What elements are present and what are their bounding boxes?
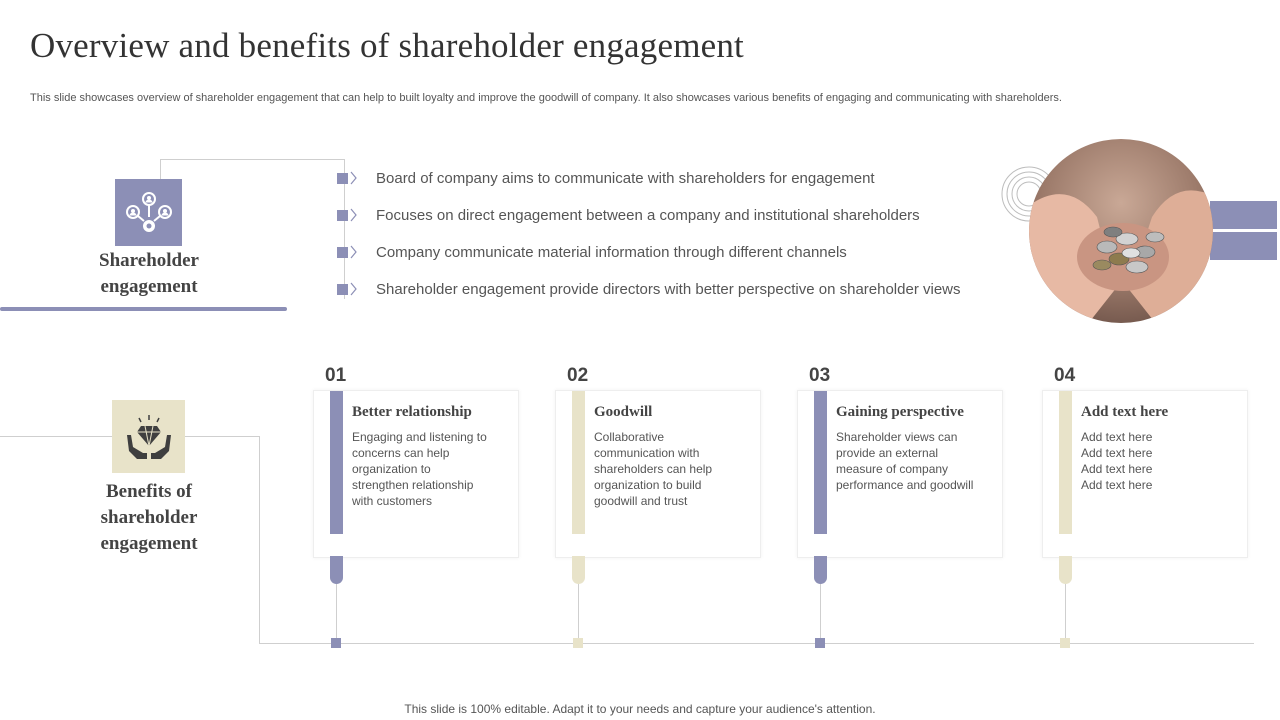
benefits-label: Benefits of shareholder engagement [100,481,198,554]
card-drop-line [1065,584,1066,638]
bullet-item: Shareholder engagement provide directors… [337,279,961,299]
bullet-marker [337,172,348,184]
network-people-icon [125,191,172,232]
bullet-item: Board of company aims to communicate wit… [337,168,875,188]
timeline-node [331,638,341,648]
hands-diamond-icon [126,414,171,459]
card-number: 04 [1054,365,1076,386]
connector-line [259,436,260,643]
benefit-card-add-text: Add text here Add text here Add text her… [1042,390,1248,558]
card-body: Add text here Add text here Add text her… [1081,430,1153,492]
card-stem [1059,556,1072,584]
hands-holding-coins-photo [1029,139,1213,323]
card-title: Add text here [1081,404,1169,420]
timeline-line [259,643,1254,644]
bullet-marker [337,246,348,258]
timeline-node [1060,638,1070,648]
page-title: Overview and benefits of shareholder eng… [30,26,744,65]
bullet-text: Focuses on direct engagement between a c… [376,206,920,224]
bullet-text: Board of company aims to communicate wit… [376,169,875,187]
connector-line [344,159,345,299]
footer-note: This slide is 100% editable. Adapt it to… [404,702,876,716]
card-drop-line [336,584,337,638]
timeline-node [573,638,583,648]
accent-block [1210,201,1277,229]
benefits-icon-box [112,400,185,473]
chevron-right-icon [350,245,357,259]
card-drop-line [578,584,579,638]
chevron-right-icon [350,208,357,222]
bullet-text: Company communicate material information… [376,243,847,261]
card-title: Better relationship [352,404,472,420]
accent-block [1210,232,1277,260]
card-title: Gaining perspective [836,404,964,420]
underline-bar [0,307,287,311]
card-number: 02 [567,365,589,386]
card-stem [572,556,585,584]
card-number: 03 [809,365,831,386]
bullet-item: Focuses on direct engagement between a c… [337,205,920,225]
bullet-text: Shareholder engagement provide directors… [376,280,961,298]
card-accent-bar [330,391,343,534]
card-stem [814,556,827,584]
chevron-right-icon [350,171,357,185]
chevron-right-icon [350,282,357,296]
benefit-card-gaining-perspective: Gaining perspective Shareholder views ca… [797,390,1003,558]
card-number: 01 [325,365,347,386]
card-body: Collaborative communication with shareho… [594,430,713,508]
card-body: Shareholder views can provide an externa… [836,430,974,492]
card-stem [330,556,343,584]
card-body: Engaging and listening to concerns can h… [352,430,487,508]
connector-line [160,159,161,179]
page-subtitle: This slide showcases overview of shareho… [30,92,1062,104]
card-title: Goodwill [594,404,653,420]
benefit-card-goodwill: Goodwill Collaborative communication wit… [555,390,761,558]
bullet-marker [337,209,348,221]
card-accent-bar [1059,391,1072,534]
connector-line [160,159,344,160]
shareholder-engagement-icon-box [115,179,182,246]
benefit-card-better-relationship: Better relationship Engaging and listeni… [313,390,519,558]
bullet-marker [337,283,348,295]
timeline-node [815,638,825,648]
bullet-item: Company communicate material information… [337,242,847,262]
card-accent-bar [572,391,585,534]
card-drop-line [820,584,821,638]
shareholder-engagement-label: Shareholder engagement [99,250,199,297]
card-accent-bar [814,391,827,534]
